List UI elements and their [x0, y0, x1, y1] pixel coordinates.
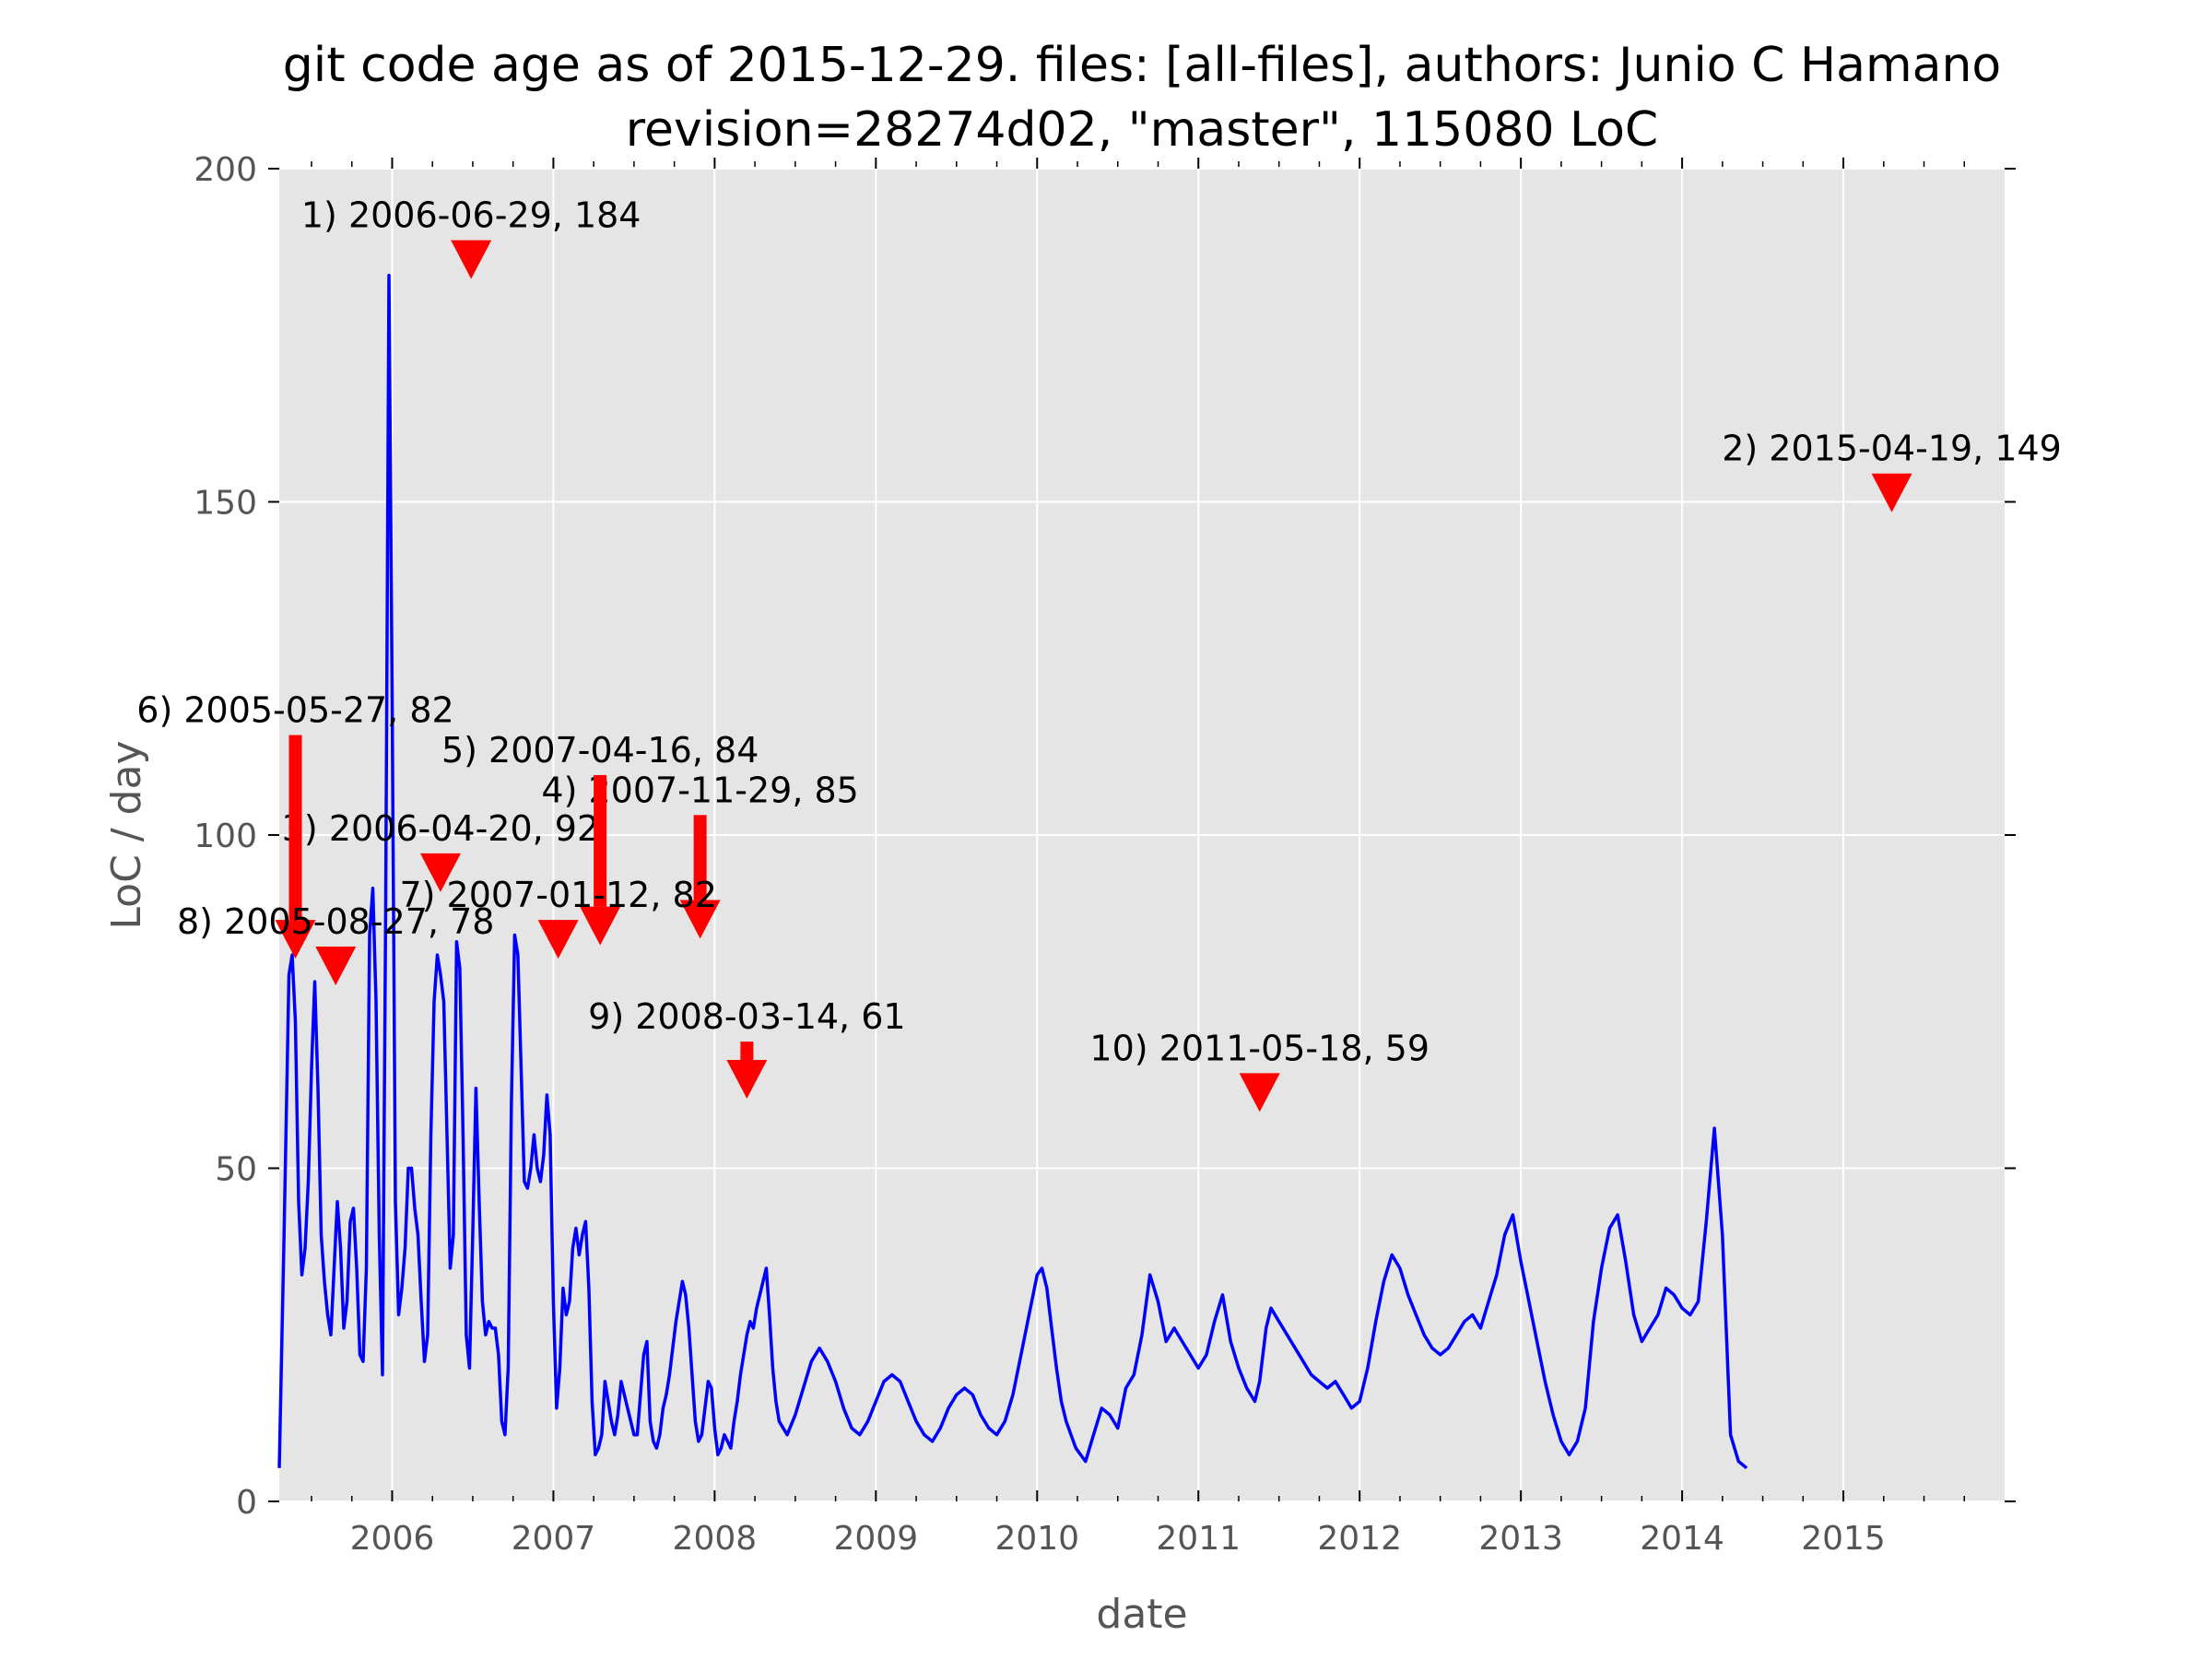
series-group [277, 273, 1748, 1470]
annotation-label: 8) 2005-08-27, 78 [177, 901, 494, 942]
annotation-marker [275, 920, 316, 959]
y-tick-label: 0 [236, 1484, 257, 1522]
x-tick-label: 2011 [1156, 1520, 1241, 1558]
annotation-marker [315, 947, 357, 986]
x-tick-label: 2007 [512, 1520, 596, 1558]
annotation-marker [1871, 473, 1912, 512]
y-tick-label: 200 [194, 151, 257, 189]
x-tick-label: 2013 [1478, 1520, 1563, 1558]
annotation-label: 4) 2007-11-29, 85 [541, 770, 858, 810]
y-tick-label: 150 [194, 485, 257, 523]
annotation-marker [1239, 1073, 1280, 1112]
annotation-label: 2) 2015-04-19, 149 [1722, 429, 2062, 469]
annotation-label: 3) 2006-04-20, 92 [282, 808, 599, 849]
annotation-label: 5) 2007-04-16, 84 [441, 730, 759, 771]
annotations-group: 1) 2006-06-29, 184 2) 2015-04-19, 149 3) 2… [136, 195, 2062, 1112]
annotation-marker [537, 920, 579, 959]
x-tick-label: 2006 [350, 1520, 435, 1558]
x-tick-label: 2008 [673, 1520, 758, 1558]
chart-title: git code age as of 2015-12-29. files: [a… [283, 38, 2002, 93]
annotation-label: 9) 2008-03-14, 61 [588, 996, 905, 1037]
x-tick-label: 2010 [994, 1520, 1079, 1558]
annotation-label: 10) 2011-05-18, 59 [1089, 1028, 1430, 1068]
annotation-arrow-shaft [288, 735, 302, 921]
x-tick-label: 2014 [1640, 1520, 1724, 1558]
y-tick-label: 50 [215, 1151, 257, 1189]
annotation-arrow-shaft [740, 1041, 754, 1060]
x-tick-label: 2009 [834, 1520, 919, 1558]
annotation-marker [726, 1059, 768, 1099]
y-axis-label: LoC / day [103, 740, 150, 929]
y-tick-label: 100 [194, 818, 257, 855]
annotation-marker [679, 900, 721, 939]
annotation-arrow-shaft [594, 774, 607, 907]
x-tick-label: 2012 [1317, 1520, 1402, 1558]
annotation-arrow-shaft [693, 815, 707, 900]
chart-subtitle: revision=28274d02, "master", 115080 LoC [626, 102, 1658, 158]
annotation-marker [451, 240, 492, 279]
annotation-marker [419, 853, 461, 892]
grid-lines [279, 168, 2005, 1502]
annotation-label: 7) 2007-01-12, 82 [399, 875, 716, 915]
x-tick-label: 2015 [1801, 1520, 1886, 1558]
series-line [277, 273, 1748, 1470]
annotation-marker [580, 906, 621, 946]
annotation-label: 6) 2005-05-27, 82 [136, 690, 453, 731]
annotation-label: 1) 2006-06-29, 184 [301, 195, 641, 236]
ticks-group: 2006 2007 2008 2009 2010 2011 2012 2013 2014 2015… [194, 151, 2016, 1558]
x-axis-label: date [1096, 1591, 1187, 1638]
